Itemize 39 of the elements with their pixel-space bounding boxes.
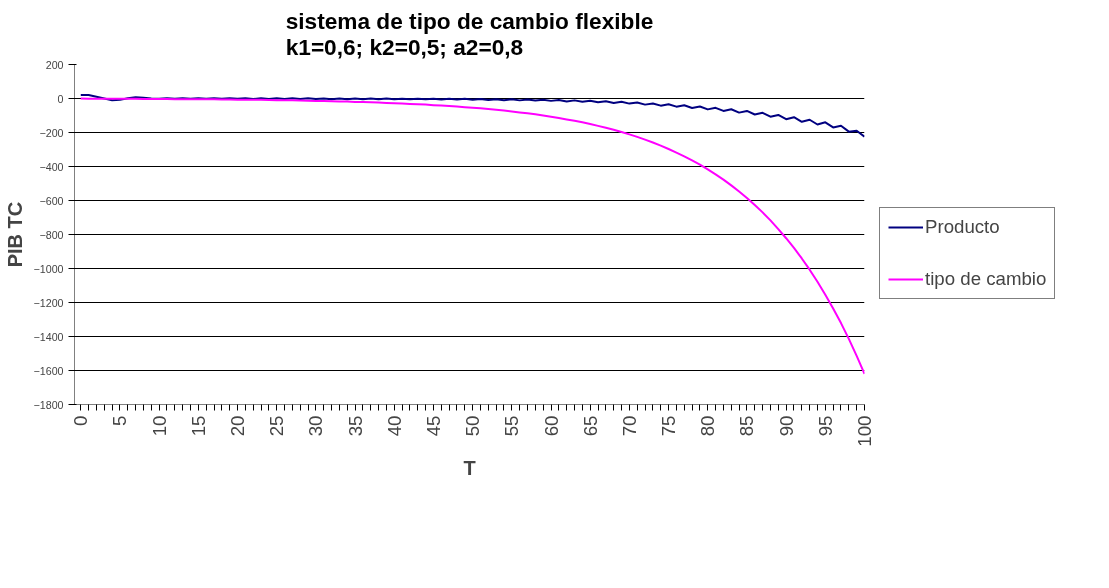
x-axis-title: T <box>463 456 476 479</box>
x-tick-label: 45 <box>422 415 444 437</box>
x-tick-label: 35 <box>344 415 366 437</box>
y-tick-label: −1600 <box>33 364 64 377</box>
y-tick-label: −1800 <box>33 398 64 411</box>
x-tick-label: 85 <box>736 415 758 437</box>
line-series <box>79 94 865 138</box>
y-tick-label: −1200 <box>33 296 64 309</box>
y-tick-label: −200 <box>39 126 64 139</box>
x-tick-label: 70 <box>618 415 640 437</box>
y-tick-label: −600 <box>39 194 64 207</box>
y-tick-label: 0 <box>57 92 64 105</box>
y-tick-label: −1000 <box>33 262 64 275</box>
x-tick-label: 25 <box>266 415 288 437</box>
x-tick-label: 10 <box>148 415 170 437</box>
x-tick-label: 50 <box>462 415 484 437</box>
x-tick-label: 0 <box>70 415 92 426</box>
x-tick-label: 40 <box>383 415 405 437</box>
x-tick-label: 75 <box>658 415 680 437</box>
legend-label: Producto <box>925 215 1000 238</box>
line-series <box>79 97 865 375</box>
x-tick-label: 80 <box>697 415 719 437</box>
x-tick-label: 60 <box>540 415 562 437</box>
y-tick-label: 200 <box>45 58 64 71</box>
x-tick-label: 5 <box>109 415 131 426</box>
y-axis-title: PIB TC <box>3 201 26 268</box>
y-tick-label: −800 <box>39 228 64 241</box>
x-tick-label: 30 <box>305 415 327 437</box>
legend-label: tipo de cambio <box>925 267 1047 290</box>
x-tick-label: 95 <box>814 415 836 437</box>
x-tick-label: 65 <box>579 415 601 437</box>
x-tick-label: 100 <box>854 415 875 447</box>
y-tick-label: −1400 <box>33 330 64 343</box>
x-tick-label: 90 <box>775 415 797 437</box>
x-tick-label: 20 <box>227 415 249 437</box>
x-tick-label: 55 <box>501 415 523 437</box>
chart-title: sistema de tipo de cambio flexible k1=0,6; k2=0,5; a2=0,8 <box>285 7 654 60</box>
y-tick-label: −400 <box>39 160 64 173</box>
x-tick-label: 15 <box>187 415 209 437</box>
